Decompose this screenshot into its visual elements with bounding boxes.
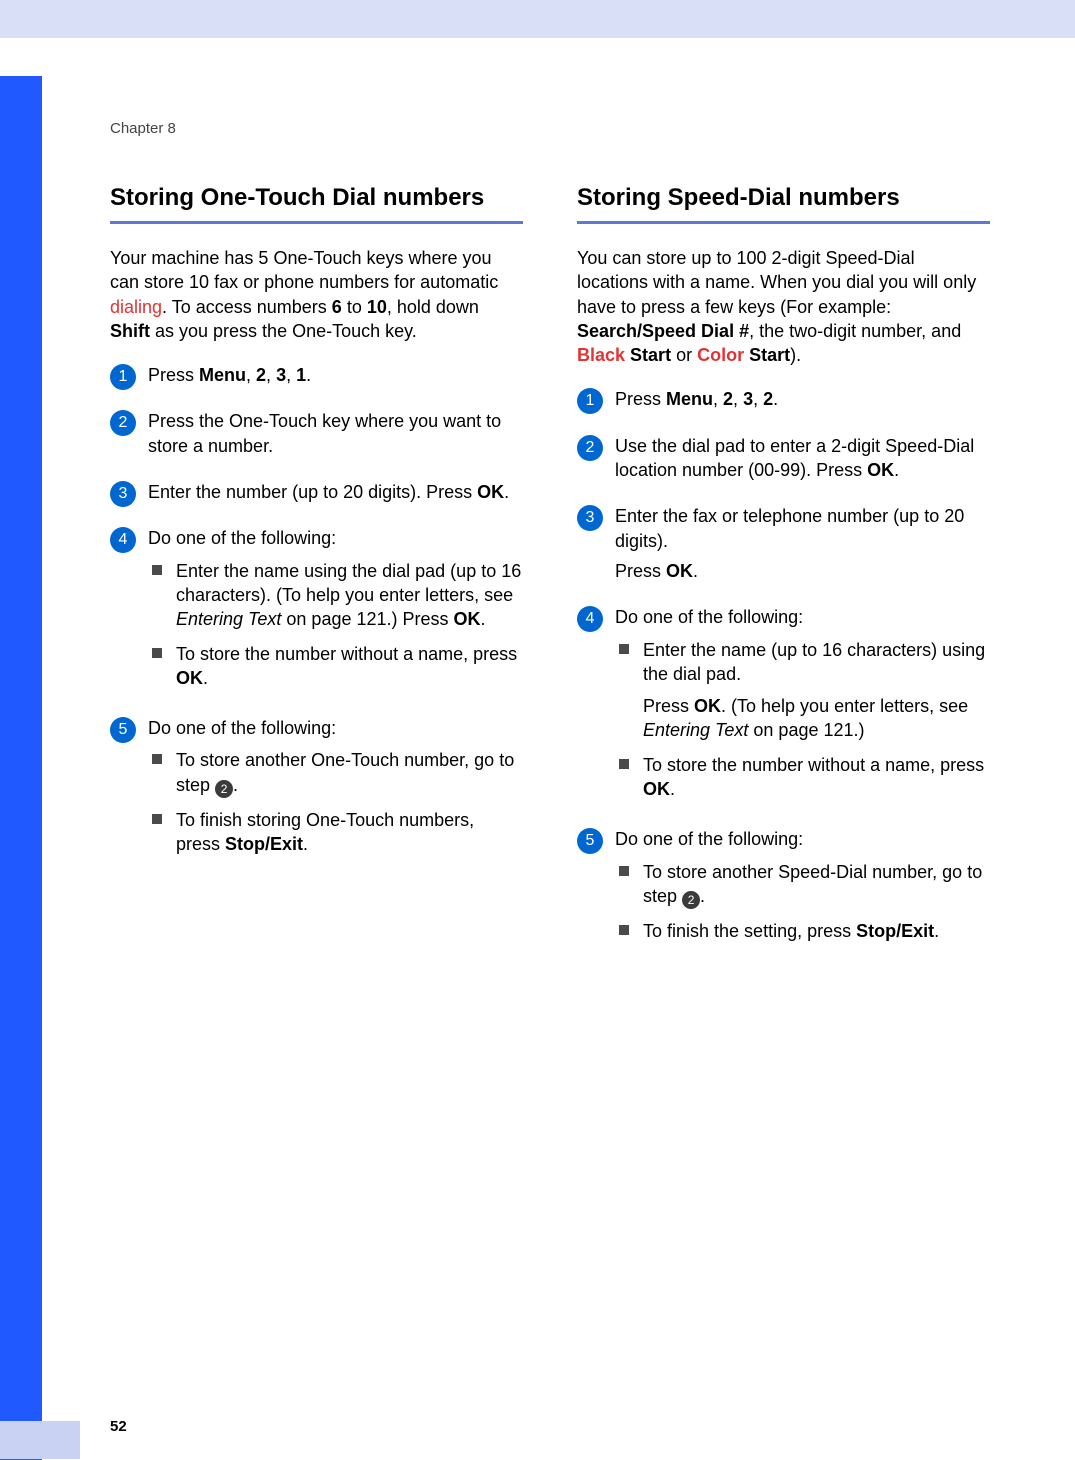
step-badge-icon: 1 (110, 364, 136, 390)
list-item: To store another One-Touch number, go to… (172, 748, 523, 797)
step-badge-icon: 4 (577, 606, 603, 632)
step-ref-icon: 2 (215, 780, 233, 798)
chapter-label: Chapter 8 (110, 120, 176, 137)
list-item: To store another Speed-Dial number, go t… (639, 860, 990, 909)
right-step-3: 3 Enter the fax or telephone number (up … (577, 504, 990, 589)
heading-rule (577, 221, 990, 224)
step-badge-icon: 3 (577, 505, 603, 531)
left-step-3: 3 Enter the number (up to 20 digits). Pr… (110, 480, 523, 510)
list-item: Enter the name (up to 16 characters) usi… (639, 638, 990, 743)
step-badge-icon: 2 (577, 435, 603, 461)
step-badge-icon: 4 (110, 527, 136, 553)
top-band (0, 0, 1075, 38)
left-step-5: 5 Do one of the following: To store anot… (110, 716, 523, 866)
list-item: To store the number without a name, pres… (639, 753, 990, 802)
right-heading: Storing Speed-Dial numbers (577, 183, 990, 213)
side-band (0, 76, 42, 1460)
right-step-1: 1 Press Menu, 2, 3, 2. (577, 387, 990, 417)
page-number: 52 (110, 1418, 127, 1435)
left-step-1: 1 Press Menu, 2, 3, 1. (110, 363, 523, 393)
left-intro: Your machine has 5 One-Touch keys where … (110, 246, 523, 343)
left-heading: Storing One-Touch Dial numbers (110, 183, 523, 213)
step-badge-icon: 1 (577, 388, 603, 414)
left-column: Storing One-Touch Dial numbers Your mach… (110, 183, 523, 969)
page: Chapter 8 Storing One-Touch Dial numbers… (0, 38, 1075, 1459)
right-intro: You can store up to 100 2-digit Speed-Di… (577, 246, 990, 367)
step-badge-icon: 3 (110, 481, 136, 507)
columns: Storing One-Touch Dial numbers Your mach… (110, 183, 990, 969)
list-item: To store the number without a name, pres… (172, 642, 523, 691)
list-item: To finish storing One-Touch numbers, pre… (172, 808, 523, 857)
footer-band (0, 1421, 80, 1459)
step-ref-icon: 2 (682, 891, 700, 909)
left-step-2: 2 Press the One-Touch key where you want… (110, 409, 523, 464)
step-badge-icon: 2 (110, 410, 136, 436)
right-column: Storing Speed-Dial numbers You can store… (577, 183, 990, 969)
right-step-2: 2 Use the dial pad to enter a 2-digit Sp… (577, 434, 990, 489)
step-badge-icon: 5 (110, 717, 136, 743)
right-step-5: 5 Do one of the following: To store anot… (577, 827, 990, 953)
list-item: Enter the name using the dial pad (up to… (172, 559, 523, 632)
step-badge-icon: 5 (577, 828, 603, 854)
right-step-4: 4 Do one of the following: Enter the nam… (577, 605, 990, 811)
list-item: To finish the setting, press Stop/Exit. (639, 919, 990, 943)
heading-rule (110, 221, 523, 224)
left-step-4: 4 Do one of the following: Enter the nam… (110, 526, 523, 700)
